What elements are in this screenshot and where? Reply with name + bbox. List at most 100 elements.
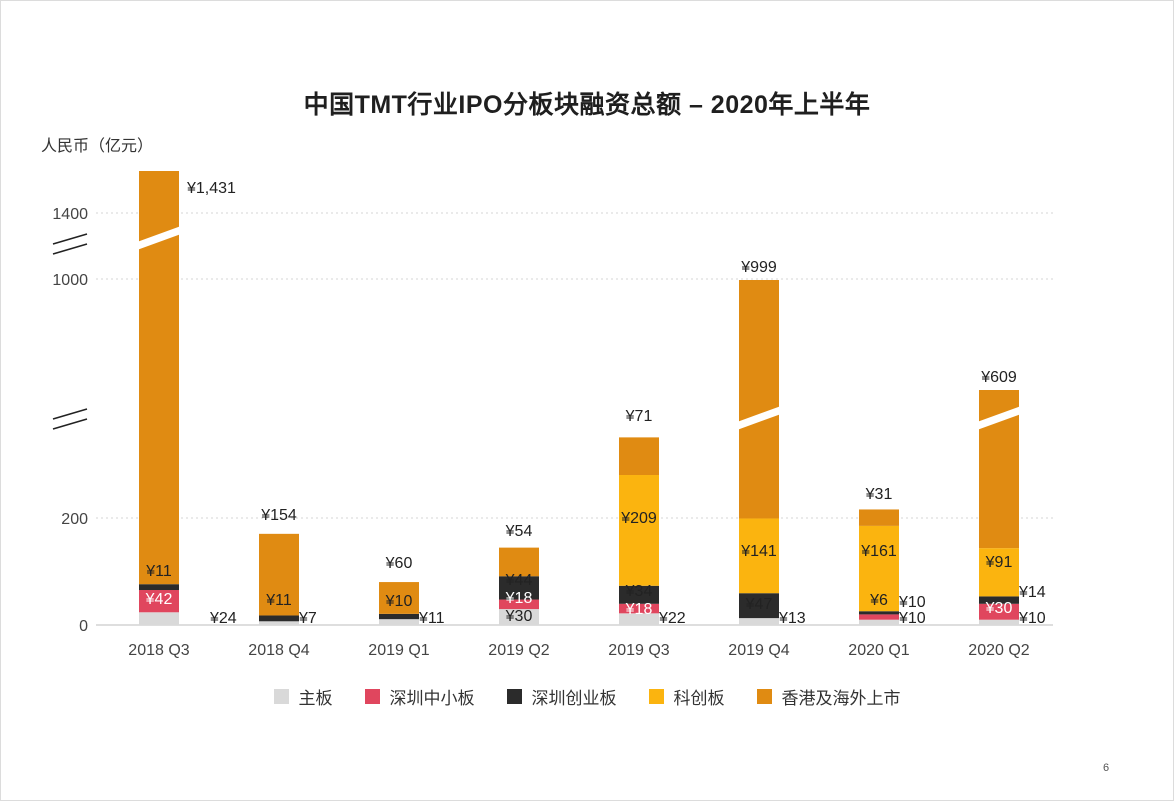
x-tick-label-2020-q1: 2020 Q1 xyxy=(848,642,909,659)
data-label-2019-q1-0: ¥11 xyxy=(418,610,445,627)
legend-item-主板: 主板 xyxy=(273,684,333,709)
bar-2019-q1-主板 xyxy=(379,619,419,625)
bar-break-2019-q4 xyxy=(737,406,781,430)
data-label-2020-q1-1: ¥10 xyxy=(898,594,926,611)
bar-2019-q1-香港及海外上市 xyxy=(379,582,419,614)
bar-2020-q2-深圳创业板 xyxy=(979,596,1019,604)
bar-2019-q2-主板 xyxy=(499,609,539,625)
chart-title: 中国TMT行业IPO分板块融资总额 – 2020年上半年 xyxy=(303,91,871,119)
bar-break-2018-q3 xyxy=(137,226,181,250)
x-tick-label-2020-q2: 2020 Q2 xyxy=(968,642,1029,659)
legend-swatch xyxy=(364,689,380,704)
data-label-2018-q4-1: ¥11 xyxy=(265,592,292,609)
bar-2020-q1-深圳创业板 xyxy=(859,611,899,615)
data-label-2019-q3-1: ¥18 xyxy=(625,601,653,618)
bar-2020-q1-香港及海外上市 xyxy=(859,509,899,526)
legend-label: 科创板 xyxy=(673,689,725,708)
bar-2020-q1-深圳中小板 xyxy=(859,614,899,620)
data-label-2019-q4-3: ¥999 xyxy=(740,259,777,276)
data-label-2018-q3-0: ¥24 xyxy=(209,610,237,627)
y-tick-label-1000: 1000 xyxy=(52,272,88,289)
bar-2019-q4-科创板 xyxy=(739,518,779,594)
data-label-2020-q1-0: ¥10 xyxy=(898,610,926,627)
bar-2018-q4-深圳创业板 xyxy=(259,615,299,622)
data-label-2020-q1-3: ¥161 xyxy=(860,543,897,560)
stacked-bar-chart: 0 200 1000 1400 2018 Q3 2018 Q4 2019 Q1 2019 Q2… xyxy=(52,171,1053,659)
bar-2019-q3-科创板 xyxy=(619,475,659,586)
bar-2019-q1-深圳创业板 xyxy=(379,613,419,620)
bar-2019-q3-深圳中小板 xyxy=(619,603,659,614)
legend-label: 深圳创业板 xyxy=(531,689,617,708)
data-label-2018-q4-2: ¥154 xyxy=(260,507,297,524)
data-label-2019-q2-3: ¥54 xyxy=(505,523,533,540)
data-label-2020-q2-2: ¥14 xyxy=(1018,584,1046,601)
data-label-2019-q2-1: ¥18 xyxy=(505,590,533,607)
data-label-2018-q3-3: ¥1,431 xyxy=(186,180,236,197)
x-tick-label-2019-q4: 2019 Q4 xyxy=(728,642,789,659)
legend-swatch xyxy=(506,689,522,704)
y-tick-label-0: 0 xyxy=(79,618,88,635)
axis-break-lower-b xyxy=(52,418,88,430)
bar-2018-q3-深圳创业板 xyxy=(139,584,179,591)
x-tick-label-2019-q1: 2019 Q1 xyxy=(368,642,429,659)
data-label-2019-q2-2: ¥44 xyxy=(505,572,533,589)
legend-item-香港及海外上市: 香港及海外上市 xyxy=(756,684,901,709)
bar-2018-q3-深圳中小板 xyxy=(139,590,179,613)
legend-item-深圳创业板: 深圳创业板 xyxy=(506,684,617,709)
data-label-2019-q1-2: ¥60 xyxy=(385,555,413,572)
data-label-2018-q3-2: ¥11 xyxy=(145,563,172,580)
page-number: 6 xyxy=(1103,762,1110,774)
data-label-2018-q4-0: ¥7 xyxy=(298,610,317,627)
data-label-2020-q2-0: ¥10 xyxy=(1018,610,1046,627)
legend-item-深圳中小板: 深圳中小板 xyxy=(364,684,475,709)
x-tick-label-2018-q3: 2018 Q3 xyxy=(128,642,189,659)
axis-break-upper-a xyxy=(52,233,88,245)
legend-swatch xyxy=(273,689,289,704)
bar-2019-q2-深圳创业板 xyxy=(499,576,539,600)
bar-2020-q2-深圳中小板 xyxy=(979,603,1019,620)
bar-2020-q2-主板 xyxy=(979,619,1019,625)
bar-2019-q2-深圳中小板 xyxy=(499,599,539,610)
data-label-2019-q4-2: ¥141 xyxy=(740,543,777,560)
y-tick-label-1400: 1400 xyxy=(52,206,88,223)
data-label-2020-q1-4: ¥31 xyxy=(865,486,893,503)
bar-2020-q1-主板 xyxy=(859,619,899,625)
legend-swatch xyxy=(756,689,772,704)
bar-2019-q3-主板 xyxy=(619,613,659,625)
axis-break-upper-b xyxy=(52,243,88,255)
bar-2019-q4-深圳创业板 xyxy=(739,593,779,619)
bar-2018-q3-主板 xyxy=(139,612,179,625)
bar-2019-q3-深圳创业板 xyxy=(619,585,659,604)
bar-2020-q2-科创板 xyxy=(979,548,1019,597)
data-label-2020-q2-3: ¥91 xyxy=(985,554,1013,571)
data-label-2020-q2-1: ¥30 xyxy=(985,600,1013,617)
chart-legend: 主板 深圳中小板 深圳创业板 科创板 香港及海外上市 xyxy=(1,684,1173,709)
data-label-2019-q4-0: ¥13 xyxy=(778,610,806,627)
data-label-2019-q2-0: ¥30 xyxy=(505,608,533,625)
bar-2019-q2-香港及海外上市 xyxy=(499,547,539,577)
legend-label: 香港及海外上市 xyxy=(781,689,901,708)
data-label-2019-q3-4: ¥71 xyxy=(625,408,653,425)
data-label-2019-q3-3: ¥209 xyxy=(620,510,657,527)
x-tick-label-2019-q3: 2019 Q3 xyxy=(608,642,669,659)
axis-break-lower-a xyxy=(52,408,88,420)
x-tick-label-2019-q2: 2019 Q2 xyxy=(488,642,549,659)
legend-label: 主板 xyxy=(298,689,333,708)
data-label-2019-q3-2: ¥34 xyxy=(625,583,653,600)
data-label-2020-q1-2: ¥6 xyxy=(869,592,888,609)
y-tick-label-200: 200 xyxy=(61,511,88,528)
bar-2019-q3-香港及海外上市 xyxy=(619,437,659,476)
legend-item-科创板: 科创板 xyxy=(648,684,725,709)
x-tick-label-2018-q4: 2018 Q4 xyxy=(248,642,309,659)
data-label-2019-q4-1: ¥47 xyxy=(745,596,773,613)
data-label-2019-q3-0: ¥22 xyxy=(658,610,686,627)
bar-2018-q4-香港及海外上市 xyxy=(259,533,299,616)
y-axis-unit-label: 人民币（亿元） xyxy=(41,138,154,155)
data-label-2019-q1-1: ¥10 xyxy=(385,593,413,610)
bar-break-2020-q2 xyxy=(977,406,1021,430)
bar-2018-q4-主板 xyxy=(259,621,299,625)
legend-swatch xyxy=(648,689,664,704)
data-label-2018-q3-1: ¥42 xyxy=(145,591,173,608)
data-label-2020-q2-4: ¥609 xyxy=(980,369,1017,386)
